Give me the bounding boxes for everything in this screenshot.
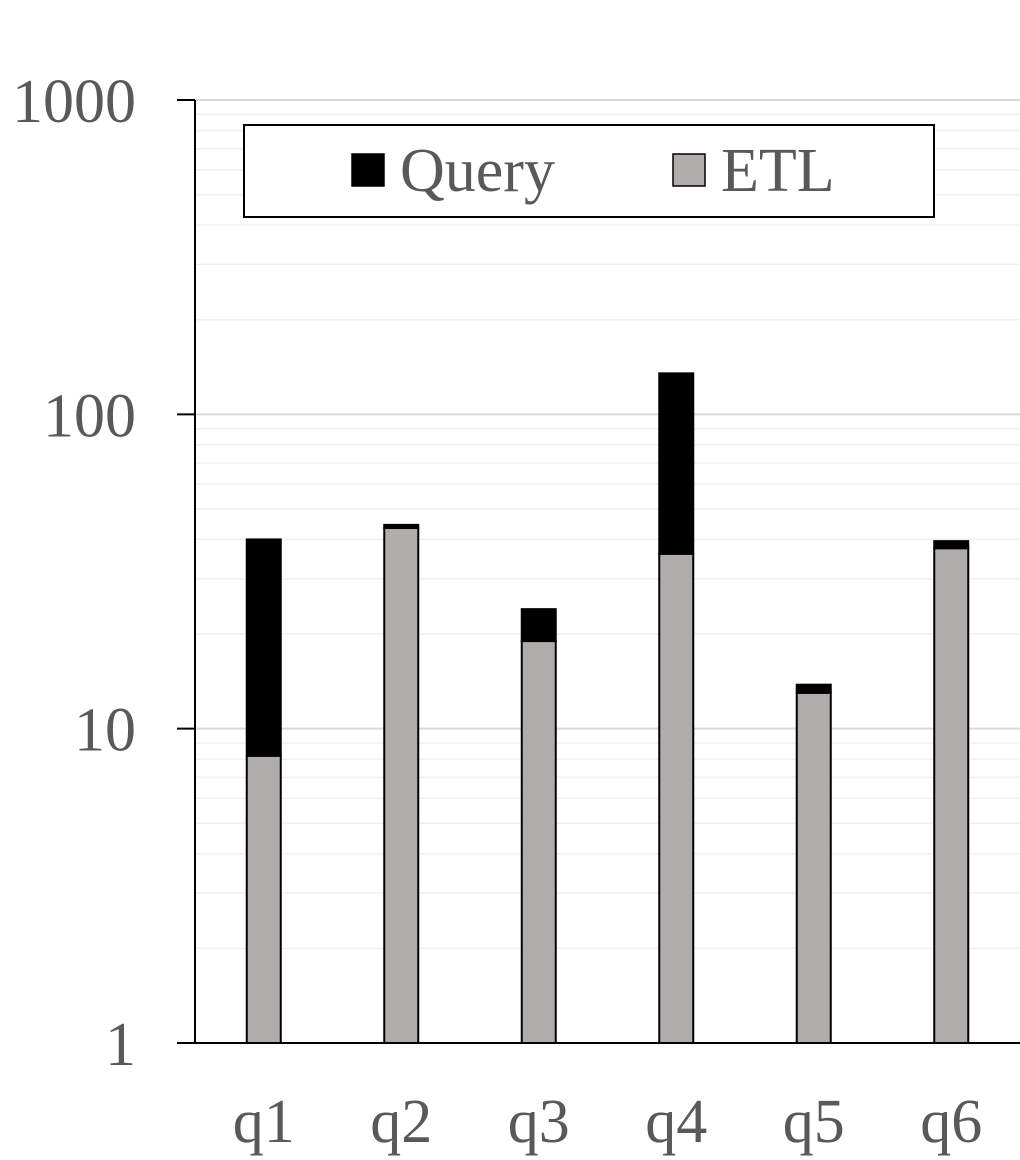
x-tick-label-q1: q1 bbox=[233, 1088, 295, 1156]
y-tick-labels: 1 10 100 1000 bbox=[12, 68, 136, 1079]
bar-etl-q5 bbox=[795, 691, 832, 1044]
x-tick-label-q3: q3 bbox=[508, 1088, 570, 1156]
x-tick-label-q6: q6 bbox=[920, 1088, 982, 1156]
y-tick-label: 100 bbox=[43, 382, 136, 450]
legend-label-query: Query bbox=[400, 137, 555, 205]
x-tick-label-q2: q2 bbox=[370, 1088, 432, 1156]
bar-etl-q2 bbox=[383, 526, 420, 1044]
legend-swatch-query bbox=[351, 153, 385, 187]
axes bbox=[177, 99, 1020, 1044]
x-tick-label-q5: q5 bbox=[783, 1088, 845, 1156]
bar-etl-q3 bbox=[520, 640, 557, 1044]
legend: Query ETL bbox=[243, 124, 935, 218]
bar-etl-q6 bbox=[933, 547, 970, 1044]
bar-etl-q4 bbox=[658, 552, 695, 1044]
bar-query-q1 bbox=[245, 538, 282, 757]
grid-lines bbox=[195, 99, 1020, 950]
y-tick-label: 10 bbox=[74, 697, 136, 765]
bar-etl-q1 bbox=[245, 754, 282, 1045]
x-tick-labels: q1 q2 q3 q4 q5 q6 bbox=[233, 1088, 983, 1156]
legend-label-etl: ETL bbox=[721, 137, 835, 205]
bar-query-q6 bbox=[933, 540, 970, 550]
y-tick-label: 1 bbox=[105, 1011, 136, 1079]
y-tick-label: 1000 bbox=[12, 68, 136, 136]
bar-query-q5 bbox=[795, 683, 832, 694]
x-tick-label-q4: q4 bbox=[645, 1088, 707, 1156]
bar-query-q2 bbox=[383, 523, 420, 529]
bar-query-q4 bbox=[658, 372, 695, 555]
bar-query-q3 bbox=[520, 608, 557, 643]
bars bbox=[245, 372, 970, 1045]
legend-swatch-etl bbox=[672, 153, 706, 187]
